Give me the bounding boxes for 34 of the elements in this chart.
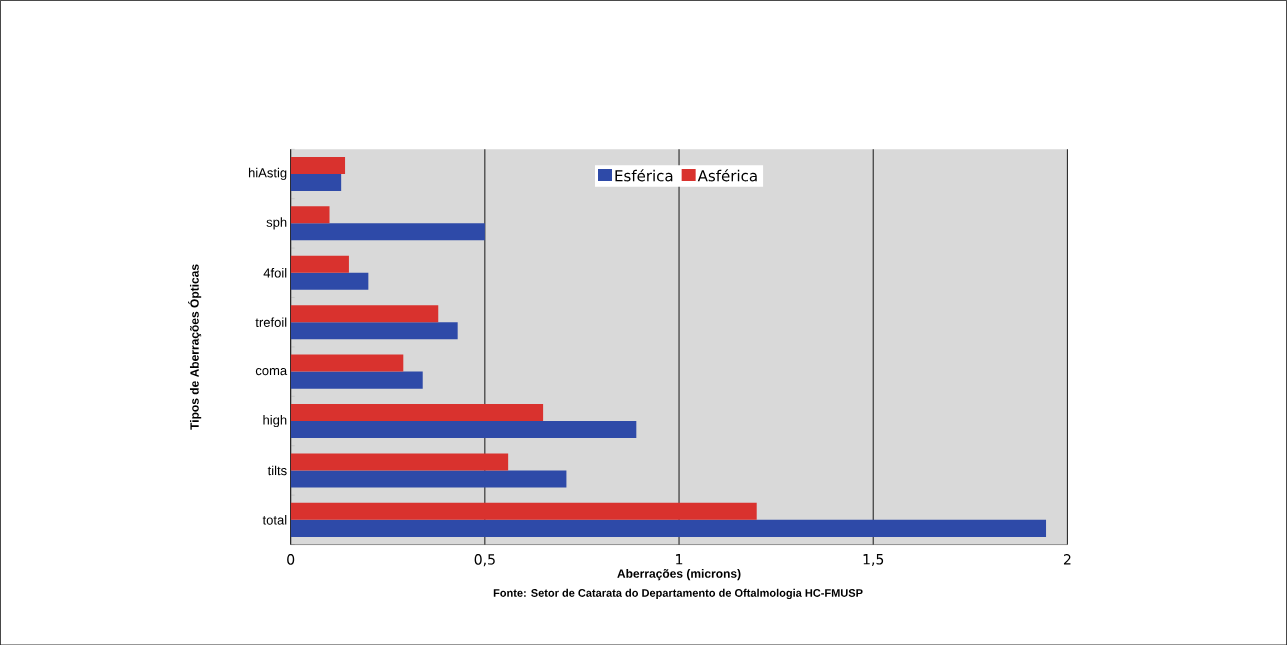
x-tick-label: 2	[1063, 553, 1071, 565]
y-tick-label: hiAstig	[248, 167, 287, 180]
y-tick-label: coma	[255, 367, 288, 375]
bar	[290, 173, 342, 191]
x-axis-title: Aberrações (microns)	[617, 568, 741, 581]
x-tick-label: 1,5	[863, 553, 884, 566]
bar	[290, 403, 544, 421]
source-note: Fonte: Setor de Catarata do Departamento de Oftalmologia HC-FMUSP	[493, 588, 863, 599]
legend-label: Asférica	[697, 169, 757, 182]
y-axis-title: Tipos de Aberrações Ópticas	[188, 264, 202, 430]
bar	[290, 502, 757, 520]
y-tick-label: total	[262, 514, 287, 525]
bar	[290, 223, 485, 241]
bar	[290, 470, 567, 488]
x-tick-label: 0,5	[474, 553, 495, 566]
bar	[290, 322, 458, 340]
bar	[290, 420, 637, 438]
bar	[290, 272, 369, 290]
x-tick-label: 1	[676, 553, 683, 565]
bar	[290, 354, 404, 372]
legend-label: Esférica	[615, 169, 673, 182]
bar	[290, 206, 330, 224]
bar	[290, 156, 346, 174]
bar	[290, 304, 439, 323]
bar	[290, 519, 1047, 537]
y-tick-label: trefoil	[255, 317, 287, 327]
y-tick-label: sph	[266, 217, 287, 230]
y-tick-label: 4foil	[263, 267, 287, 278]
bar	[290, 371, 423, 389]
x-tick-label: 0	[287, 553, 295, 565]
bar	[290, 453, 509, 471]
y-tick-label: tilts	[267, 465, 287, 476]
bar	[290, 255, 349, 273]
y-tick-label: high	[263, 414, 287, 427]
